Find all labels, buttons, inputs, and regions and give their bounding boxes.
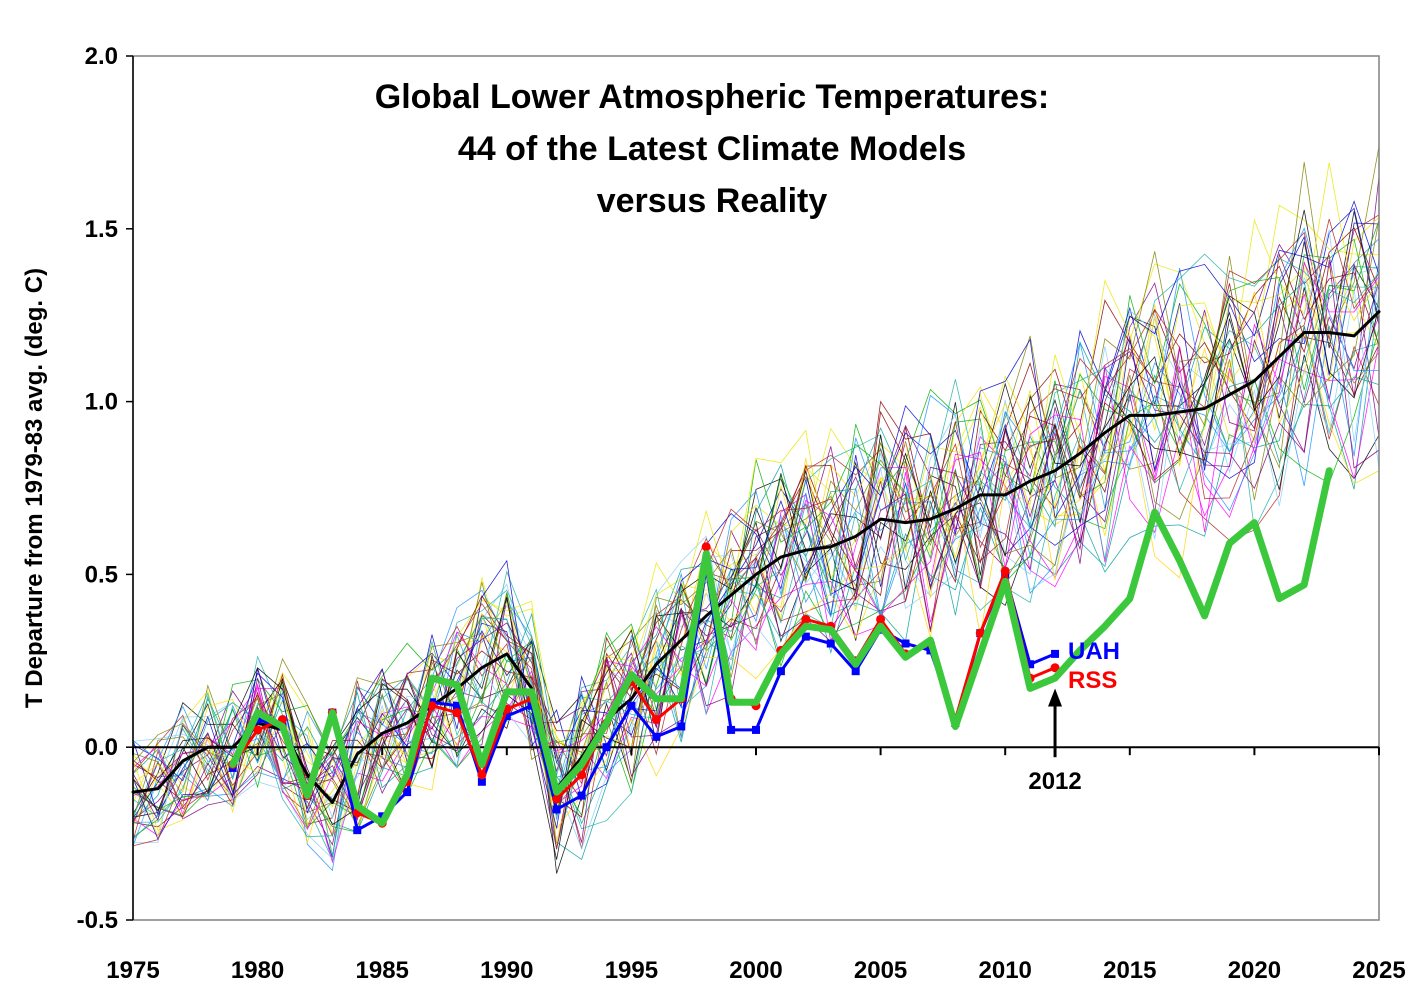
model-run-line (132, 331, 1380, 844)
model-run-line (132, 229, 1380, 844)
observed-trend-line (229, 467, 1333, 827)
y-tick-label: -0.5 (77, 907, 118, 934)
x-tick-label: 2015 (1103, 957, 1156, 984)
x-tick-label: 1975 (106, 957, 159, 984)
rss-marker (801, 614, 811, 624)
uah-marker (602, 743, 611, 752)
rss-marker (1000, 566, 1010, 576)
model-run-line (132, 257, 1380, 872)
rss-marker (701, 542, 711, 552)
rss-marker (477, 770, 487, 780)
uah-marker (502, 712, 511, 721)
uah-marker (727, 725, 736, 734)
chart-title-line-1: Global Lower Atmospheric Temperatures: (375, 78, 1049, 116)
model-run-line (132, 218, 1380, 849)
rss-series-label: RSS (1068, 667, 1117, 694)
chart-title-line-3: versus Reality (597, 182, 828, 220)
uah-marker (826, 639, 835, 648)
rss-marker (253, 725, 263, 735)
x-tick-label: 1980 (231, 957, 284, 984)
x-tick-label: 1985 (356, 957, 409, 984)
model-run-line (132, 219, 1380, 829)
x-tick-label: 2010 (979, 957, 1032, 984)
chart-title-line-2: 44 of the Latest Climate Models (458, 130, 966, 168)
model-run-line (132, 272, 1380, 838)
annotation-label-2012: 2012 (1028, 768, 1081, 795)
rss-marker (577, 770, 587, 780)
model-run-line (132, 241, 1380, 860)
y-axis-label: T Departure from 1979-83 avg. (deg. C) (21, 268, 48, 708)
uah-marker (652, 732, 661, 741)
model-run-line (132, 294, 1380, 864)
series-layer (131, 310, 1381, 835)
uah-marker (851, 667, 860, 676)
uah-marker (752, 725, 760, 734)
uah-marker (677, 722, 686, 731)
model-run-line (132, 253, 1380, 856)
rss-marker (876, 614, 886, 624)
uah-marker (1026, 660, 1035, 669)
uah-marker (403, 788, 412, 797)
x-tick-label: 1995 (605, 957, 658, 984)
uah-marker (452, 701, 461, 710)
uah-marker (801, 632, 810, 641)
x-tick-label: 2005 (854, 957, 907, 984)
x-tick-label: 2000 (729, 957, 782, 984)
x-tick-label: 1990 (480, 957, 533, 984)
annotation-2012: 2012 (1028, 688, 1082, 795)
y-tick-label: 2.0 (85, 43, 118, 70)
rss-marker (552, 794, 562, 804)
x-tick-label: 2025 (1352, 957, 1405, 984)
uah-marker (627, 701, 636, 710)
model-run-line (132, 263, 1380, 822)
uah-marker (477, 777, 486, 786)
uah-marker (577, 791, 586, 800)
rss-marker (651, 715, 661, 725)
y-tick-label: 0.0 (85, 734, 118, 761)
x-tick-label: 2020 (1228, 957, 1281, 984)
rss-marker (427, 701, 437, 711)
rss-marker (452, 708, 462, 718)
y-tick-label: 1.0 (85, 389, 118, 416)
rss-marker (1050, 663, 1060, 673)
model-run-line (132, 220, 1380, 829)
y-tick-label: 1.5 (85, 216, 118, 243)
uah-marker (1051, 649, 1060, 658)
model-run-line (132, 162, 1380, 826)
uah-marker (901, 639, 910, 648)
uah-marker (776, 667, 785, 676)
uah-marker (353, 826, 362, 835)
model-mean-line (131, 310, 1381, 804)
uah-series-label: UAH (1068, 638, 1120, 665)
rss-marker (975, 628, 985, 638)
model-run-line (132, 227, 1380, 803)
y-tick-label: 0.5 (85, 561, 118, 588)
axes-layer: 1975 1980 1985 1990 1995 2000 2005 2010 2015 2020… (77, 43, 1406, 984)
annotation-arrow-head (1048, 688, 1063, 707)
uah-marker (552, 805, 561, 814)
model-run-line (132, 200, 1380, 840)
